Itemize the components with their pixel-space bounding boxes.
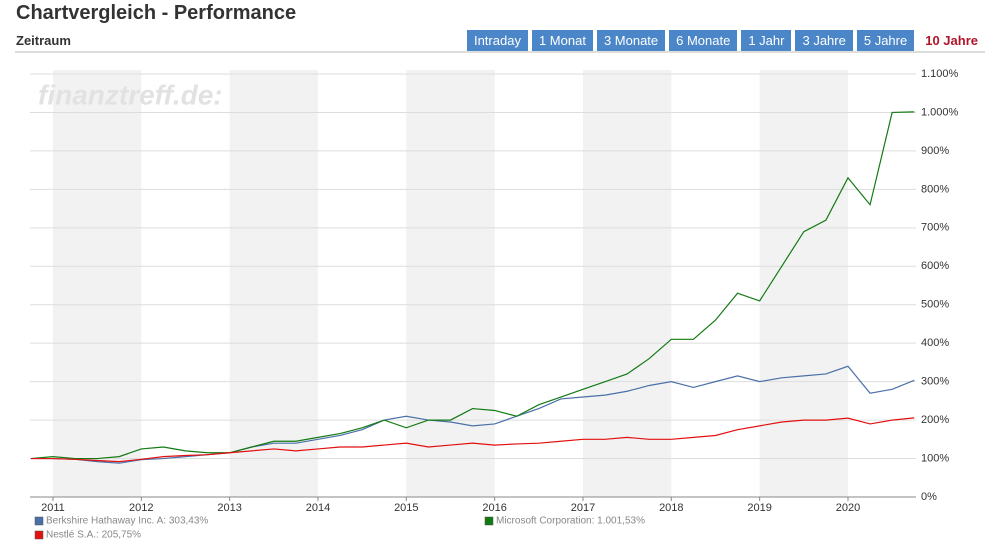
period-button[interactable]: 3 Monate [596,30,666,51]
period-button[interactable]: 3 Jahre [795,30,853,51]
y-tick-label: 1.000% [921,106,959,118]
legend-swatch [484,516,494,526]
legend-swatch [34,516,44,526]
year-band [52,70,142,497]
period-button[interactable]: 10 Jahre [918,30,985,51]
period-button[interactable]: 5 Jahre [856,30,915,51]
x-tick-label: 2018 [659,502,683,514]
watermark: finanztreff.de: [38,79,223,110]
y-tick-label: 800% [921,183,949,195]
period-button[interactable]: 6 Monate [669,30,738,51]
y-tick-label: 400% [921,337,949,349]
period-button[interactable]: Intraday [466,30,528,51]
legend-label: Microsoft Corporation: 1.001,53% [496,516,645,527]
x-tick-label: 2017 [571,502,595,514]
y-tick-label: 100% [921,452,949,464]
header-rule [15,51,985,53]
year-band [582,70,672,497]
y-tick-label: 200% [921,414,949,426]
y-tick-label: 300% [921,376,949,388]
legend-label: Berkshire Hathaway Inc. A: 303,43% [46,516,208,527]
y-tick-label: 0% [921,491,937,503]
x-tick-label: 2019 [747,502,771,514]
period-button[interactable]: 1 Jahr [741,30,792,51]
x-tick-label: 2011 [41,502,65,514]
x-tick-label: 2012 [129,502,153,514]
series-line [30,417,915,463]
page-title: Chartvergleich - Performance [16,2,297,24]
year-band [229,70,318,497]
period-button[interactable]: 1 Monat [531,30,593,51]
x-tick-label: 2013 [217,502,241,514]
legend-swatch [34,530,44,540]
year-band [406,70,495,497]
y-tick-label: 1.100% [921,68,959,80]
legend-label: Nestlé S.A.: 205,75% [46,530,141,541]
period-label: Zeitraum [16,33,71,48]
period-buttons: Intraday 1 Monat 3 Monate 6 Monate 1 Jahr 3 J… [466,30,985,51]
y-tick-label: 600% [921,260,949,272]
year-band [759,70,848,497]
x-tick-label: 2015 [394,502,418,514]
x-tick-label: 2014 [306,502,330,514]
series-line [30,111,915,460]
series-line [30,365,915,464]
x-tick-label: 2016 [482,502,506,514]
y-tick-label: 500% [921,299,949,311]
y-tick-label: 700% [921,222,949,234]
x-tick-label: 2020 [836,502,860,514]
y-tick-label: 900% [921,145,949,157]
